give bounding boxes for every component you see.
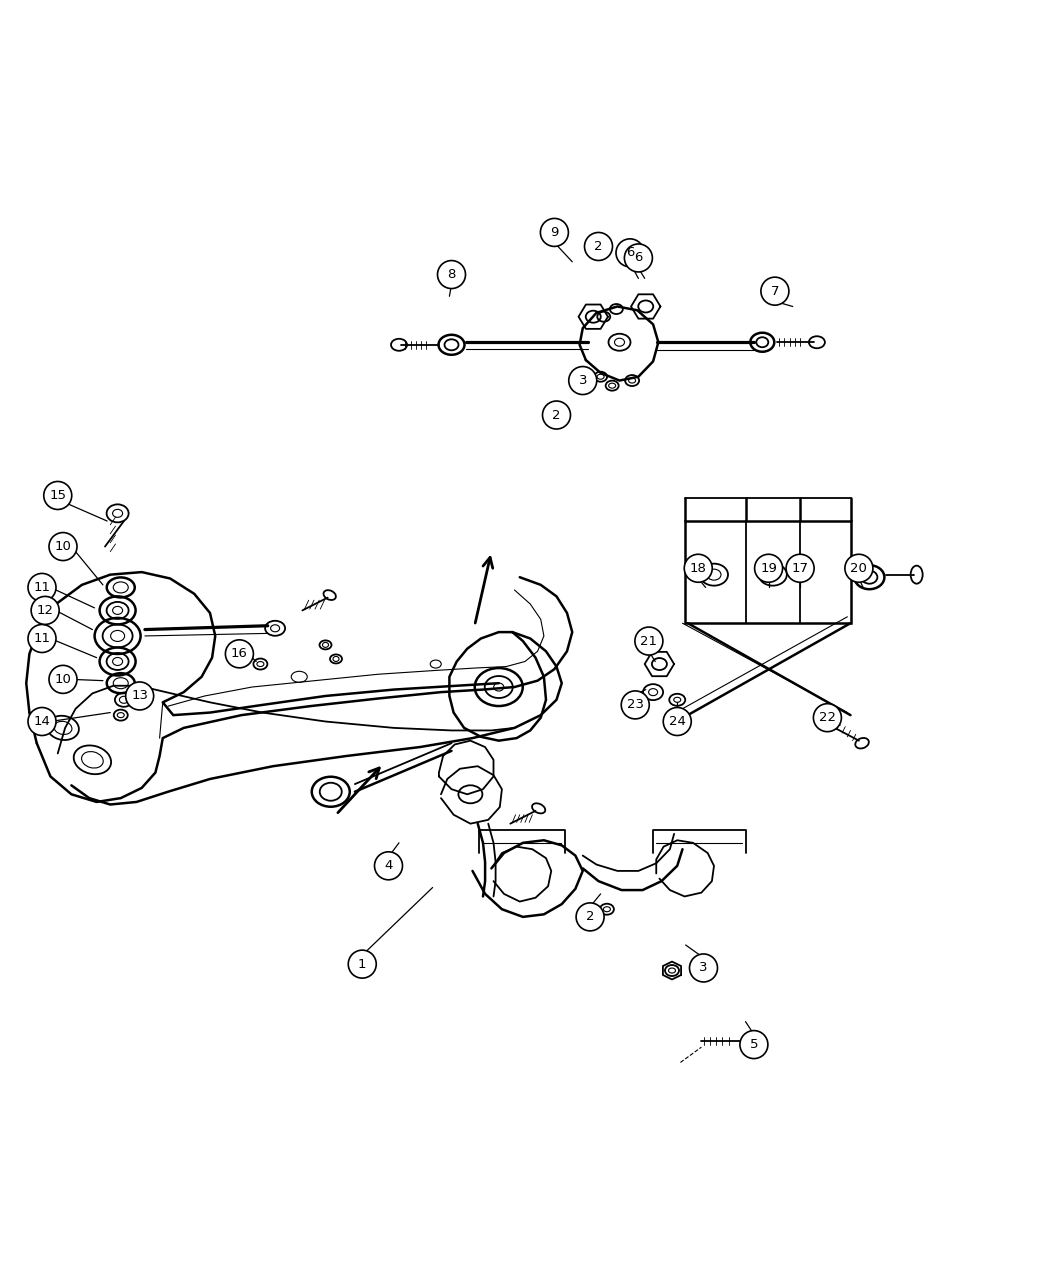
Text: 9: 9 xyxy=(550,226,559,239)
Text: 22: 22 xyxy=(819,711,836,724)
Circle shape xyxy=(635,627,663,655)
Text: 6: 6 xyxy=(634,252,643,264)
Text: 2: 2 xyxy=(552,409,561,421)
Text: 2: 2 xyxy=(586,911,594,923)
Circle shape xyxy=(28,707,56,736)
Text: 6: 6 xyxy=(626,246,634,259)
Circle shape xyxy=(755,554,782,582)
Circle shape xyxy=(625,244,652,272)
Circle shape xyxy=(541,218,568,246)
Circle shape xyxy=(49,665,77,693)
Text: 10: 10 xyxy=(55,673,71,686)
Text: 20: 20 xyxy=(850,562,867,575)
Text: 13: 13 xyxy=(131,690,148,702)
Circle shape xyxy=(622,691,649,719)
Circle shape xyxy=(569,366,596,395)
Text: 7: 7 xyxy=(771,285,779,298)
Text: 3: 3 xyxy=(579,374,587,387)
Text: 11: 11 xyxy=(34,581,50,594)
Text: 3: 3 xyxy=(699,962,708,974)
Text: 8: 8 xyxy=(447,268,456,281)
Circle shape xyxy=(49,533,77,561)
Text: 5: 5 xyxy=(750,1038,758,1051)
Circle shape xyxy=(543,401,570,429)
Text: 24: 24 xyxy=(669,715,686,728)
Circle shape xyxy=(585,232,612,261)
Text: 21: 21 xyxy=(640,635,657,647)
Text: 17: 17 xyxy=(792,562,809,575)
Text: 1: 1 xyxy=(358,958,366,971)
Circle shape xyxy=(44,481,71,510)
Circle shape xyxy=(576,903,604,931)
Circle shape xyxy=(32,596,59,624)
Text: 23: 23 xyxy=(627,699,644,711)
Circle shape xyxy=(616,239,644,267)
Text: 19: 19 xyxy=(760,562,777,575)
Circle shape xyxy=(28,573,56,601)
Circle shape xyxy=(740,1031,768,1059)
Circle shape xyxy=(664,707,691,736)
Text: 12: 12 xyxy=(37,604,54,617)
Circle shape xyxy=(28,624,56,653)
Text: 14: 14 xyxy=(34,715,50,728)
Circle shape xyxy=(349,950,376,978)
Circle shape xyxy=(814,704,841,732)
Circle shape xyxy=(786,554,814,582)
Text: 16: 16 xyxy=(231,647,248,660)
Text: 2: 2 xyxy=(594,240,603,253)
Circle shape xyxy=(438,261,465,289)
Circle shape xyxy=(375,852,402,880)
Text: 11: 11 xyxy=(34,632,50,645)
Circle shape xyxy=(845,554,873,582)
Text: 15: 15 xyxy=(49,489,66,502)
Text: 18: 18 xyxy=(690,562,707,575)
Text: 10: 10 xyxy=(55,540,71,553)
Circle shape xyxy=(685,554,712,582)
Circle shape xyxy=(761,277,789,305)
Bar xyxy=(685,521,850,623)
Circle shape xyxy=(126,682,153,710)
Circle shape xyxy=(226,640,253,668)
Text: 4: 4 xyxy=(384,859,393,872)
Circle shape xyxy=(690,954,717,982)
